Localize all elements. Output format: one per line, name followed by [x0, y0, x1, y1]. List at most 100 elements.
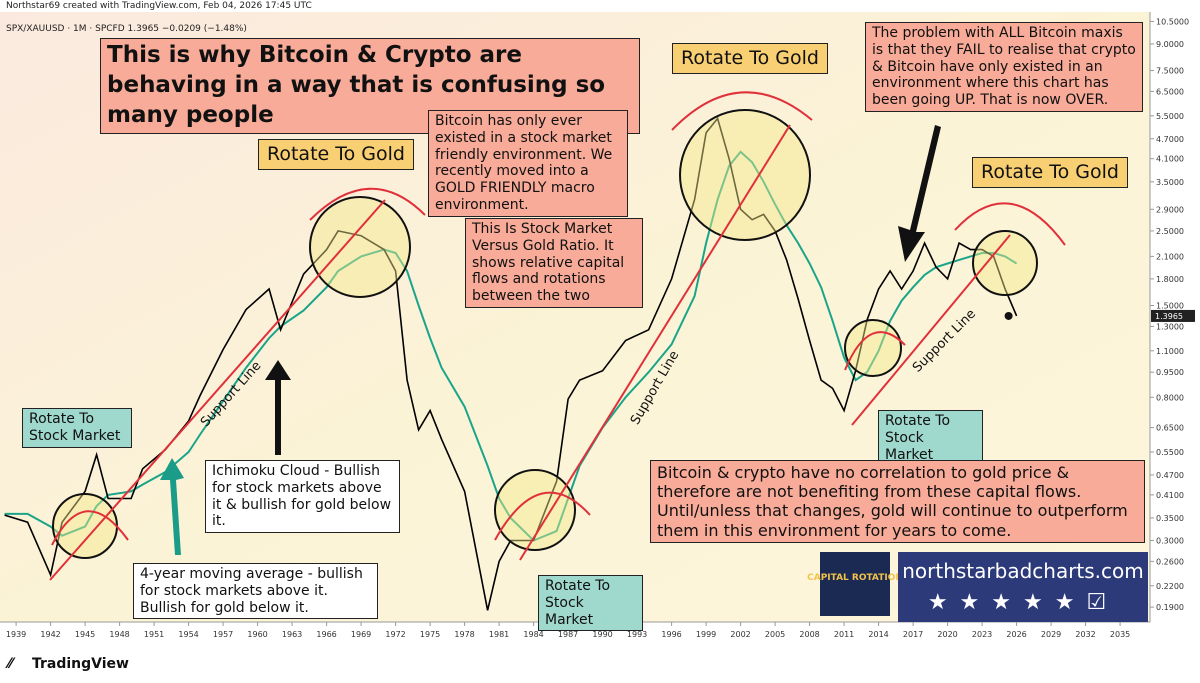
- x-tick-label: 1969: [351, 630, 371, 639]
- x-tick-label: 2014: [868, 630, 888, 639]
- x-tick-label: 2017: [903, 630, 923, 639]
- x-tick-label: 2035: [1110, 630, 1130, 639]
- label: Rotate To Stock Market: [878, 410, 983, 467]
- curve-arrow: [494, 491, 591, 541]
- circle: [972, 230, 1038, 296]
- series-line: [4, 116, 1018, 611]
- y-tick-label: 3.5000: [1156, 178, 1184, 187]
- circle: [679, 109, 811, 241]
- circle: [52, 493, 118, 559]
- y-tick-label: 0.4700: [1156, 471, 1184, 480]
- title: This is why Bitcoin & Crypto are behavin…: [100, 38, 640, 134]
- circle: [494, 469, 576, 551]
- marks: 10.5000 9.0000 7.5000 6.5000 5.5000 4.7000 4.1…: [4, 17, 1195, 639]
- circles: [52, 109, 1038, 559]
- x-tick-label: 1987: [558, 630, 578, 639]
- x-tick-label: 1975: [420, 630, 440, 639]
- support-line: [851, 234, 1011, 426]
- x-tick-label: 1996: [661, 630, 681, 639]
- curve-arrow: [844, 331, 906, 371]
- y-tick-label: 0.1900: [1156, 603, 1184, 612]
- x-tick-label: 1990: [592, 630, 612, 639]
- curve-arrow: [954, 202, 1066, 246]
- curve-arrow: [51, 510, 129, 546]
- site-box: [898, 552, 1148, 622]
- y-tick-label: 5.5000: [1156, 112, 1184, 121]
- x-tick-label: 2020: [937, 630, 957, 639]
- x-tick-label: 1966: [316, 630, 336, 639]
- last-point: [1004, 311, 1013, 320]
- x-tick-label: 2026: [1006, 630, 1026, 639]
- x-tick-label: 2008: [799, 630, 819, 639]
- x-tick-label: 1984: [523, 630, 543, 639]
- y-tick-label: 0.3000: [1156, 536, 1184, 545]
- x-tick-label: 1999: [696, 630, 716, 639]
- red-lines: [49, 91, 1066, 581]
- y-tick-label: 1.5000: [1156, 302, 1184, 311]
- arrow: [898, 125, 941, 262]
- y-tick-label: 1.8000: [1156, 275, 1184, 284]
- x-tick-label: 1963: [282, 630, 302, 639]
- curve-arrow: [309, 187, 426, 221]
- note: Bitcoin & crypto have no correlation to …: [650, 460, 1145, 543]
- y-tick-label: 2.1000: [1156, 252, 1184, 261]
- x-tick-label: 2005: [765, 630, 785, 639]
- label: Rotate To Stock Market: [538, 575, 643, 632]
- site-text: northstarbadcharts.com: [902, 559, 1144, 583]
- x-tick-label: 1954: [178, 630, 198, 639]
- label: Rotate To Gold: [672, 43, 828, 74]
- x-tick-label: 1972: [385, 630, 405, 639]
- note: The problem with ALL Bitcoin maxis is th…: [865, 22, 1143, 112]
- circle: [844, 319, 902, 377]
- x-tick-label: 2011: [834, 630, 854, 639]
- label: Rotate To Gold: [972, 157, 1128, 188]
- x-tick-label: 2023: [972, 630, 992, 639]
- y-tick-label: 2.5000: [1156, 227, 1184, 236]
- x-tick-label: 1948: [109, 630, 129, 639]
- x-tick-label: 1945: [75, 630, 95, 639]
- y-tick-label: 6.5000: [1156, 87, 1184, 96]
- x-tick-label: 1978: [454, 630, 474, 639]
- y-tick-label: 0.8000: [1156, 393, 1184, 402]
- x-tick-label: 1960: [247, 630, 267, 639]
- y-tick-label: 0.5500: [1156, 448, 1184, 457]
- x-tick-label: 2032: [1075, 630, 1095, 639]
- x-tick-label: 1951: [144, 630, 164, 639]
- note: Ichimoku Cloud - Bullish for stock marke…: [205, 460, 400, 534]
- credit: Northstar69 created with TradingView.com…: [6, 1, 312, 11]
- logo-text: CAPITAL ROTATION: [807, 573, 903, 583]
- y-tick-label: 9.0000: [1156, 40, 1184, 49]
- x-tick-label: 1942: [40, 630, 60, 639]
- footer-brand: TradingView: [32, 656, 129, 672]
- note: 4-year moving average - bullish for stoc…: [133, 563, 378, 620]
- arrow: [265, 360, 291, 455]
- last-price-box: [1151, 309, 1195, 322]
- x-tick-label: 1993: [627, 630, 647, 639]
- y-tick-label: 0.3500: [1156, 514, 1184, 523]
- support-line: [519, 124, 791, 561]
- y-tick-label: 0.6500: [1156, 424, 1184, 433]
- y-tick-label: 4.7000: [1156, 135, 1184, 144]
- label: Rotate To Gold: [258, 139, 414, 170]
- logo-box: [820, 552, 890, 616]
- y-tick-label: 4.1000: [1156, 155, 1184, 164]
- arrow: [160, 458, 184, 555]
- note: This Is Stock Market Versus Gold Ratio. …: [465, 218, 643, 308]
- y-tick-label: 0.2600: [1156, 557, 1184, 566]
- x-tick-label: 2002: [730, 630, 750, 639]
- y-tick-label: 1.3000: [1156, 322, 1184, 331]
- symbol: SPX/XAUUSD · 1M · SPCFD 1.3965 −0.0209 (…: [6, 24, 247, 34]
- y-tick-label: 10.5000: [1156, 17, 1189, 26]
- x-tick-label: 2029: [1041, 630, 1061, 639]
- x-tick-label: 1981: [489, 630, 509, 639]
- y-tick-label: 2.9000: [1156, 205, 1184, 214]
- y-tick-label: 0.2200: [1156, 582, 1184, 591]
- curve-arrow: [671, 91, 813, 131]
- footer-logo: ⁄⁄: [5, 656, 16, 672]
- y-tick-label: 1.1000: [1156, 347, 1184, 356]
- label: Rotate To Stock Market: [22, 408, 132, 448]
- x-tick-label: 1939: [6, 630, 26, 639]
- stars: ★★★★★☑: [928, 590, 1118, 615]
- y-tick-label: 0.9500: [1156, 368, 1184, 377]
- last-price-label: 1.3965: [1155, 312, 1183, 321]
